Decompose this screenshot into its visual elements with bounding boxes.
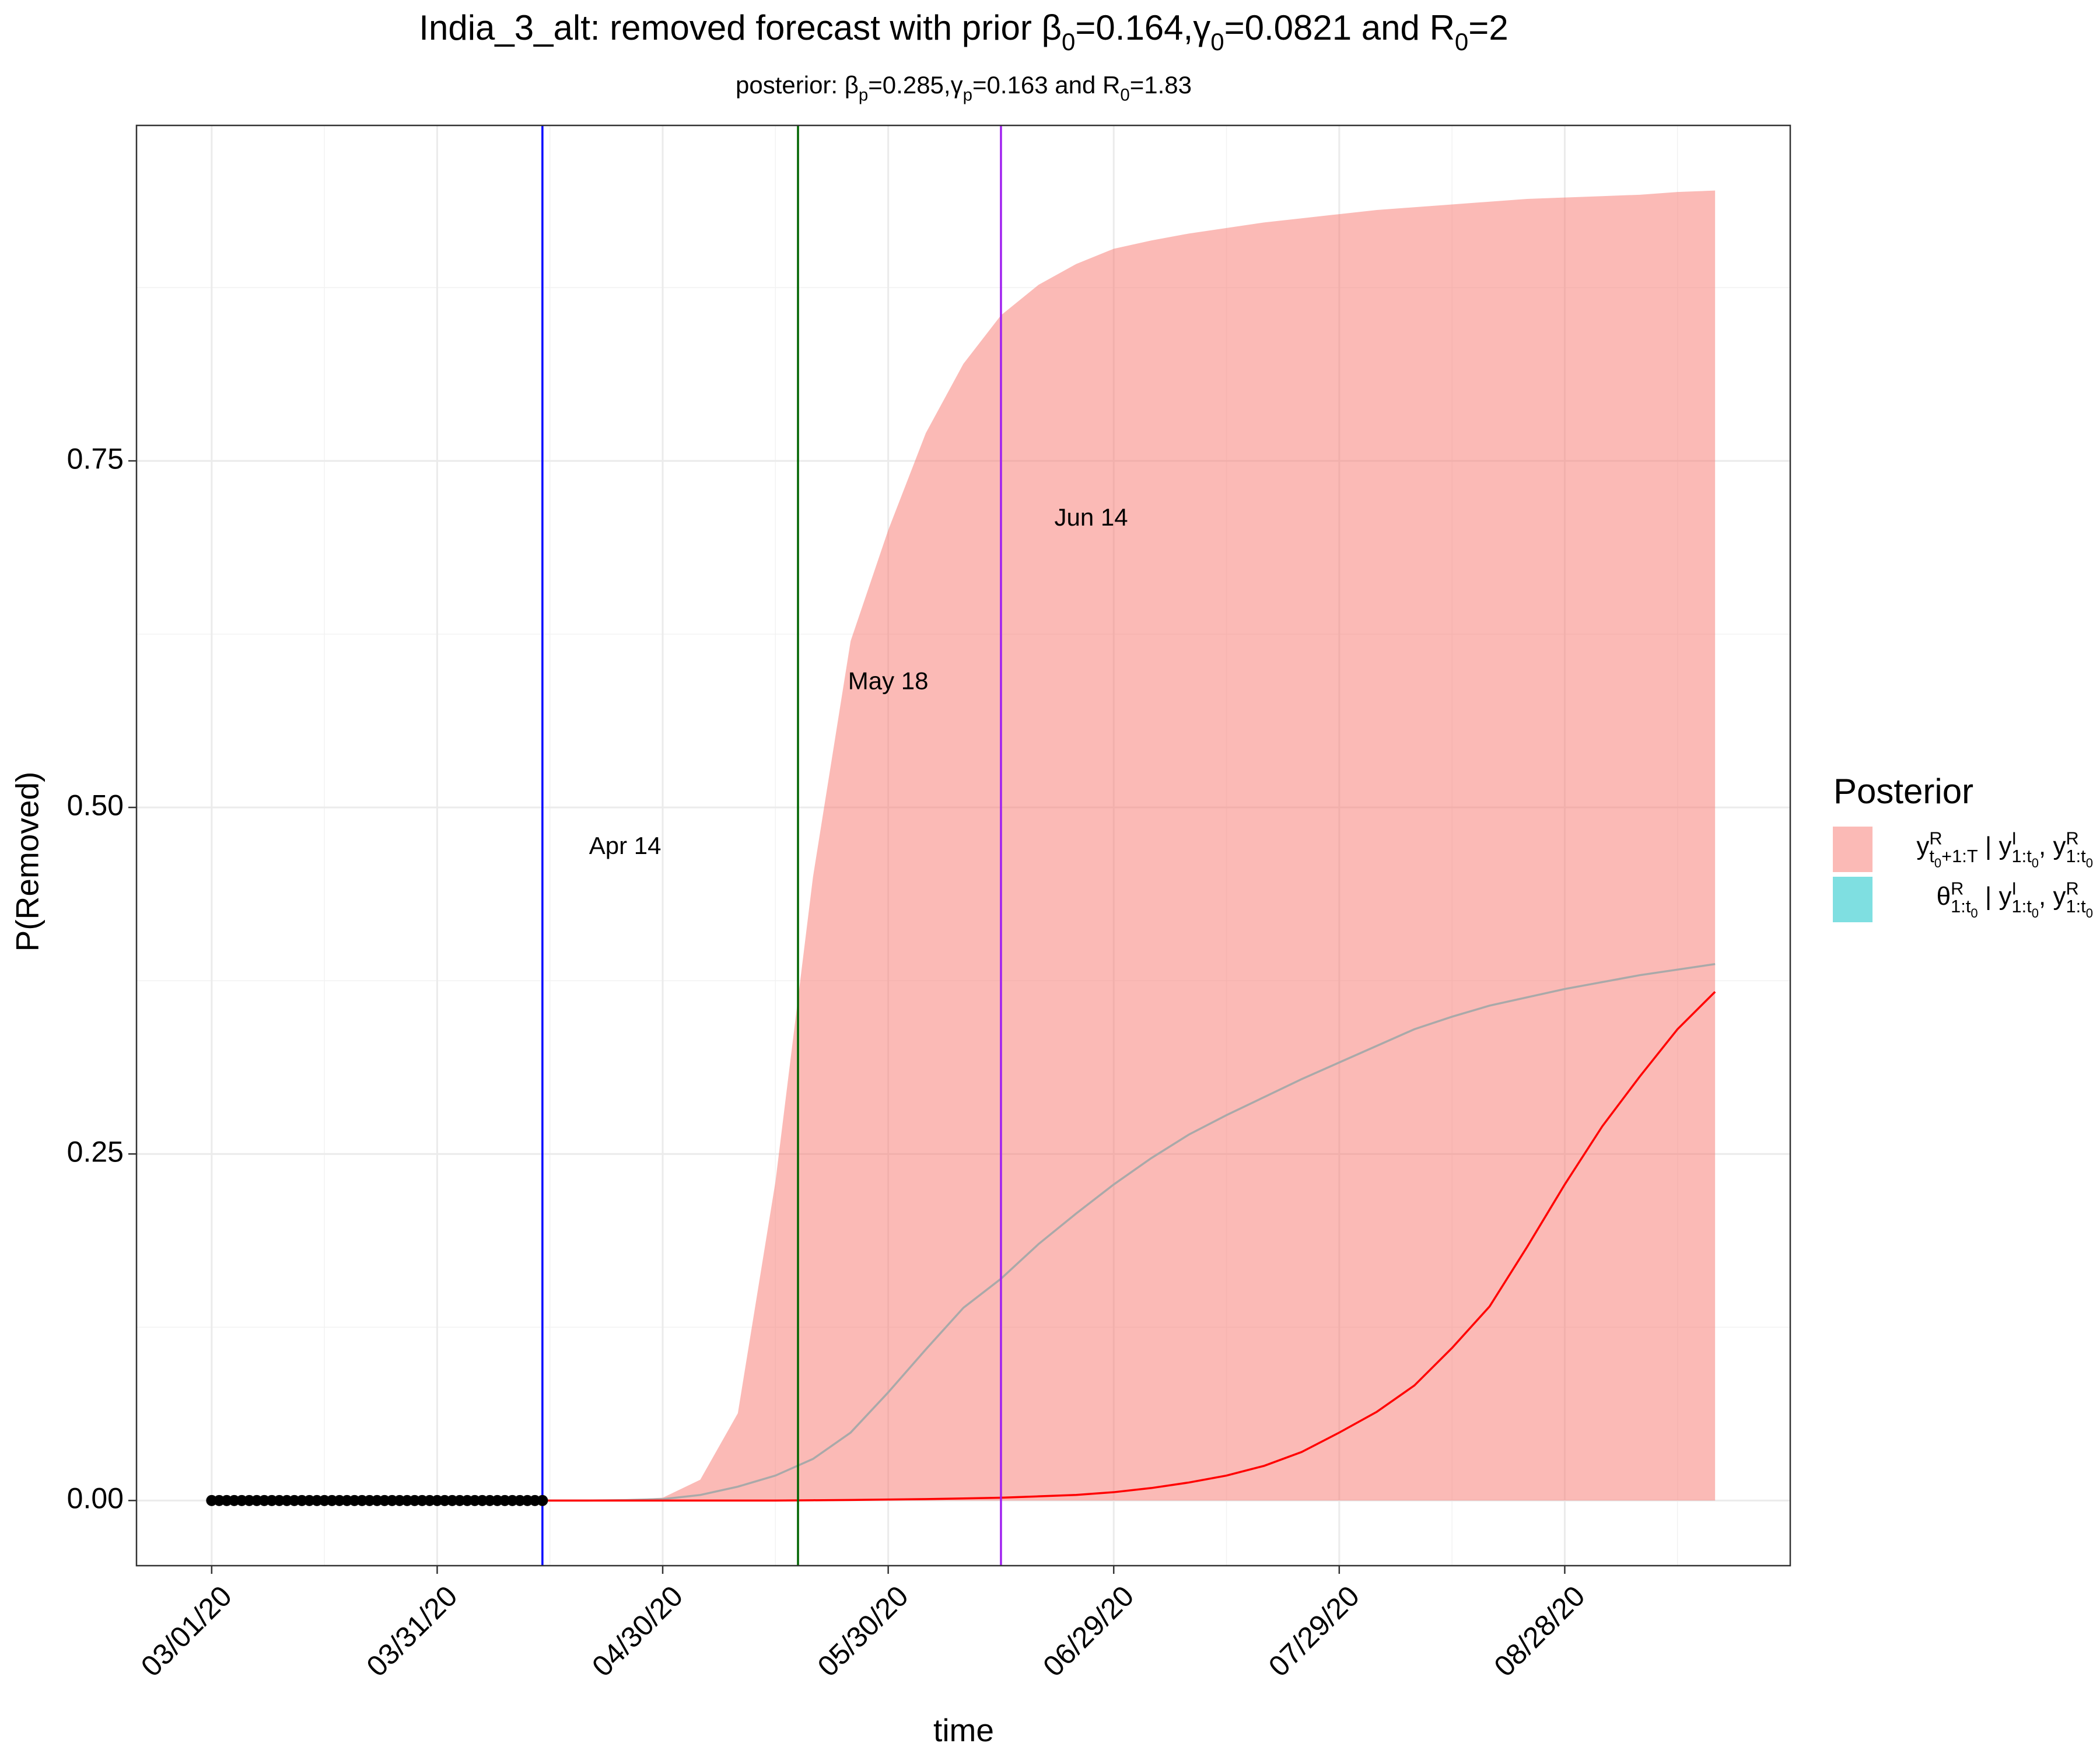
- text-part: 1:t: [1951, 896, 1971, 916]
- y-tick-label: 0.00: [67, 1482, 124, 1515]
- text-part: 0: [2032, 856, 2039, 870]
- chart-subtitle: posterior: βp=0.285,γp=0.163 and R0=1.83: [736, 71, 1192, 105]
- text-part: 1:t: [2066, 846, 2087, 866]
- text-part: 0: [1120, 86, 1129, 105]
- legend-label: θR 1:t0 | yI 1:t0, yR 1:t0: [1937, 878, 2093, 921]
- text-part: 1:t: [2066, 896, 2087, 916]
- text-part: , y: [2039, 882, 2066, 911]
- text-part: 0: [1971, 906, 1978, 921]
- text-part: posterior: β: [736, 71, 859, 99]
- text-part: 0: [1934, 856, 1941, 870]
- text-part: =1.83: [1130, 71, 1192, 99]
- text-part: , y: [2039, 832, 2066, 860]
- text-part: =2: [1468, 8, 1508, 47]
- text-part: I: [2012, 828, 2017, 848]
- y-tick-label: 0.50: [67, 789, 124, 821]
- y-tick-label: 0.75: [67, 442, 124, 475]
- text-part: 0: [2086, 856, 2093, 870]
- chart-title: India_3_alt: removed forecast with prior…: [419, 8, 1508, 55]
- data-point: [537, 1494, 548, 1506]
- vline-label: Jun 14: [1055, 503, 1128, 531]
- text-part: =0.0821 and R: [1224, 8, 1455, 47]
- legend-label: yR t0+1:T | yI 1:t0, yR 1:t0: [1916, 828, 2093, 870]
- ribbon: [542, 190, 1716, 1501]
- text-part: 1:t: [2012, 896, 2032, 916]
- panel-border: [135, 124, 1791, 1567]
- vline-label: Apr 14: [589, 832, 662, 859]
- text-part: | y: [1978, 882, 2012, 911]
- text-part: 1:t: [2012, 846, 2032, 866]
- line: [542, 963, 1716, 1502]
- text-part: R: [2066, 828, 2079, 848]
- text-part: t: [1929, 846, 1934, 866]
- text-part: India_3_alt: removed forecast with prior…: [419, 8, 1062, 47]
- text-part: =0.163 and R: [972, 71, 1120, 99]
- text-part: I: [2012, 878, 2017, 898]
- text-part: 0: [1455, 28, 1468, 55]
- x-axis-title: time: [933, 1712, 994, 1748]
- legend-title: Posterior: [1833, 772, 1973, 811]
- text-part: 0: [1062, 28, 1075, 55]
- text-part: R: [1951, 878, 1964, 898]
- text-part: R: [1929, 828, 1942, 848]
- text-part: +1:T: [1941, 846, 1978, 866]
- legend-key: [1833, 877, 1873, 922]
- text-part: | y: [1978, 832, 2012, 860]
- text-part: p: [963, 86, 972, 105]
- text-part: p: [859, 86, 868, 105]
- text-part: θ: [1937, 882, 1951, 911]
- legend-key: [1833, 827, 1873, 872]
- text-part: y: [1916, 832, 1929, 860]
- text-part: =0.285,γ: [868, 71, 963, 99]
- text-part: 0: [1210, 28, 1224, 55]
- text-part: 0: [2032, 906, 2039, 921]
- text-part: =0.164,γ: [1075, 8, 1210, 47]
- vline-label: May 18: [848, 667, 929, 694]
- text-part: R: [2066, 878, 2079, 898]
- y-axis-title: P(Removed): [9, 772, 46, 952]
- line: [542, 991, 1716, 1502]
- text-part: 0: [2086, 906, 2093, 921]
- y-tick-label: 0.25: [67, 1135, 124, 1168]
